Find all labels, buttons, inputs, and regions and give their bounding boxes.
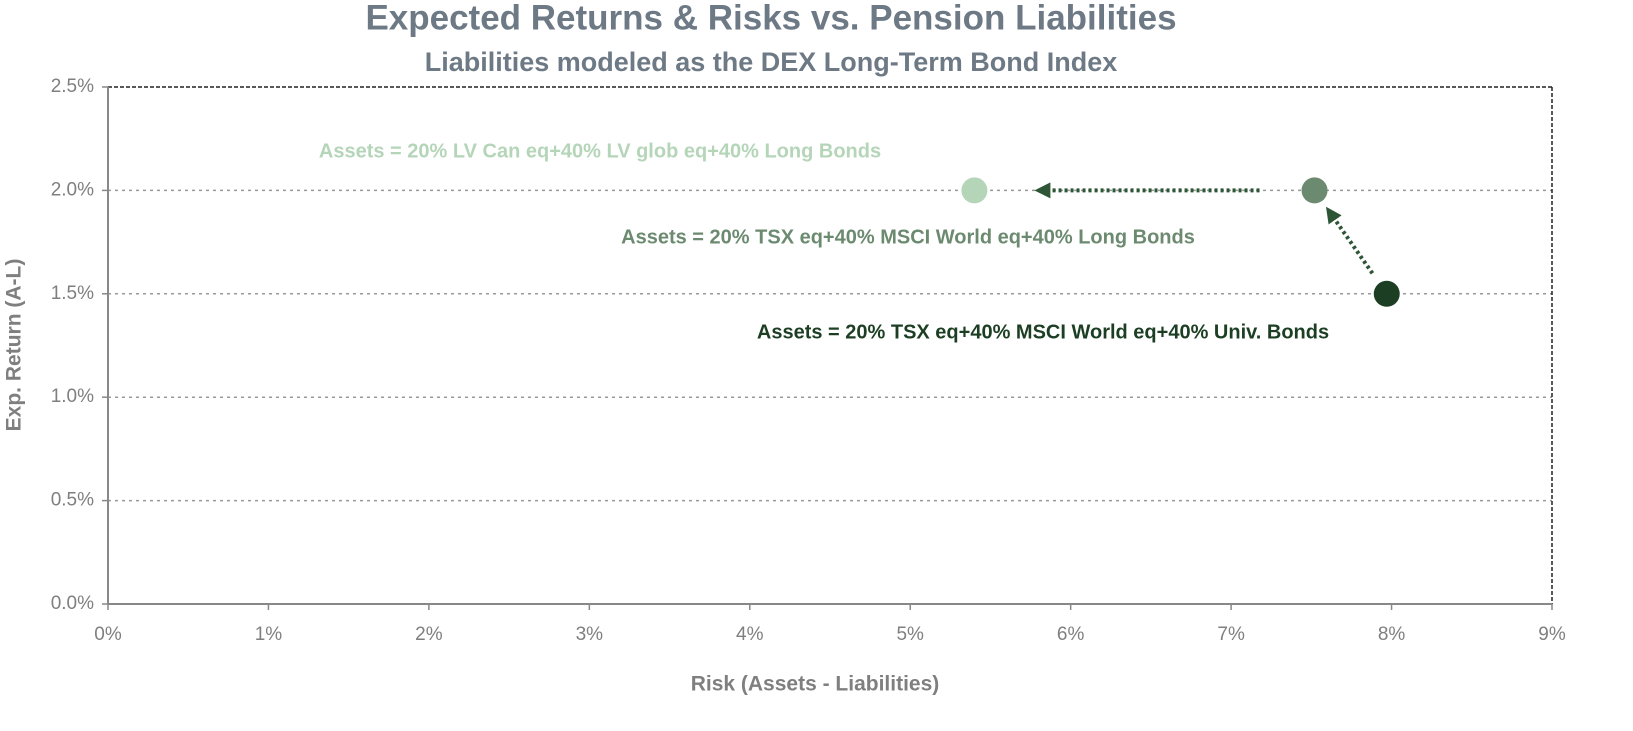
y-axis-title: Exp. Return (A-L): [3, 259, 26, 432]
y-tick-label: 2.5%: [51, 76, 94, 97]
x-tick-label: 9%: [1538, 624, 1566, 645]
y-tick-label: 0.5%: [51, 490, 94, 511]
x-tick-label: 5%: [896, 624, 924, 645]
x-tick-label: 1%: [255, 624, 283, 645]
chart-subtitle: Liabilities modeled as the DEX Long-Term…: [425, 47, 1118, 77]
y-tick-label: 1.5%: [51, 283, 94, 304]
point-label: Assets = 20% TSX eq+40% MSCI World eq+40…: [757, 321, 1329, 343]
x-tick-label: 2%: [415, 624, 443, 645]
point-label: Assets = 20% TSX eq+40% MSCI World eq+40…: [621, 226, 1195, 248]
x-axis-title: Risk (Assets - Liabilities): [691, 673, 940, 696]
point-label: Assets = 20% LV Can eq+40% LV glob eq+40…: [319, 140, 881, 162]
y-tick-label: 1.0%: [51, 386, 94, 407]
y-tick-label: 2.0%: [51, 179, 94, 200]
x-tick-label: 0%: [94, 624, 122, 645]
point: [1373, 280, 1400, 307]
x-tick-label: 3%: [576, 624, 604, 645]
x-tick-label: 4%: [736, 624, 764, 645]
y-tick-label: 0.0%: [51, 593, 94, 614]
chart-title: Expected Returns & Risks vs. Pension Lia…: [365, 0, 1176, 37]
x-tick-label: 7%: [1217, 624, 1245, 645]
arrow: [1325, 206, 1375, 275]
point: [961, 177, 988, 204]
point: [1301, 177, 1328, 204]
x-tick-label: 6%: [1057, 624, 1085, 645]
x-tick-label: 8%: [1378, 624, 1406, 645]
